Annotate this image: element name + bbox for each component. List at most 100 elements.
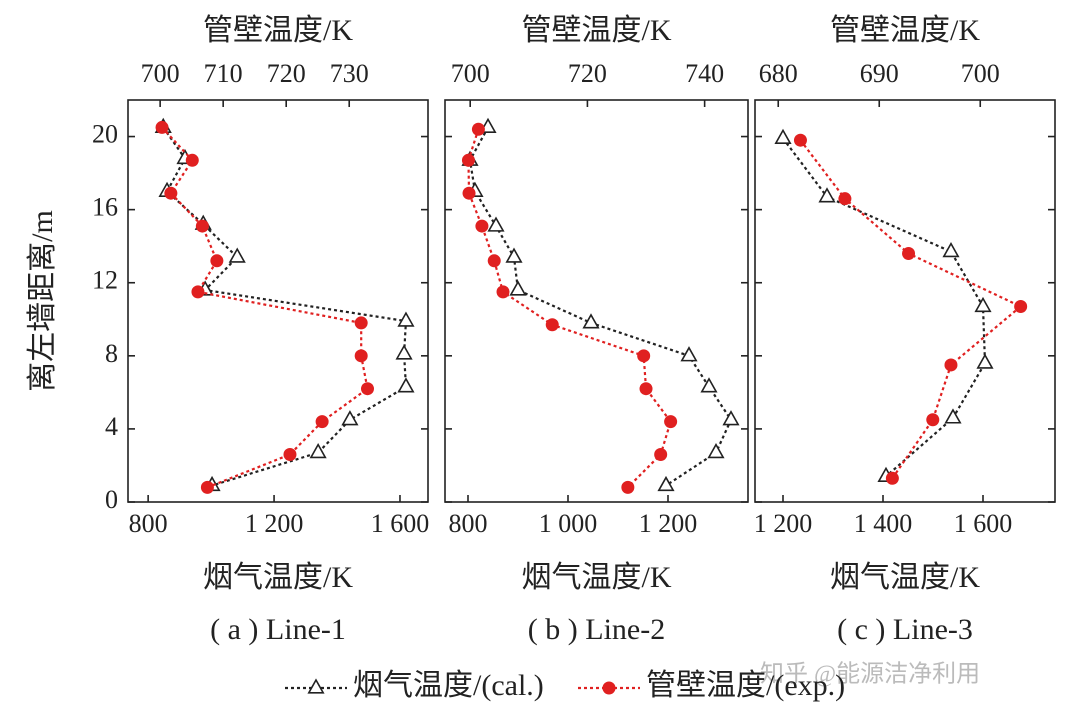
marker [774, 128, 792, 144]
marker [195, 219, 209, 233]
marker [722, 410, 740, 426]
panel-title: ( c ) Line-3 [837, 613, 973, 646]
marker [360, 382, 374, 396]
marker [885, 471, 899, 485]
series-line [161, 126, 369, 489]
marker [942, 242, 960, 258]
marker [944, 408, 962, 424]
x-tick-label: 1 200 [245, 509, 304, 538]
marker [462, 186, 476, 200]
y-tick-label: 4 [105, 412, 118, 441]
y-axis-title: 离左墙距离/m [26, 210, 59, 392]
marker [818, 187, 836, 203]
series-line [468, 126, 733, 487]
marker [461, 153, 475, 167]
watermark: 知乎 @能源洁净利用 [760, 661, 980, 688]
panel-title: ( a ) Line-1 [210, 613, 346, 646]
marker [902, 246, 916, 260]
y-tick-label: 12 [92, 266, 118, 295]
marker [1014, 299, 1028, 313]
y-tick-label: 0 [105, 485, 118, 514]
x2-tick-label: 700 [141, 59, 180, 88]
series-line [467, 128, 672, 489]
x-tick-label: 1 000 [539, 509, 598, 538]
marker [707, 443, 725, 459]
marker [155, 120, 169, 134]
marker [637, 349, 651, 363]
x-axis-title: 烟气温度/K [522, 561, 672, 594]
marker [976, 353, 994, 369]
legend-label: 管壁温度/(exp.) [646, 669, 845, 702]
marker [354, 316, 368, 330]
series-line [782, 137, 987, 478]
marker [283, 447, 297, 461]
plot-frame [127, 99, 429, 503]
marker [341, 410, 359, 426]
plot-frame [754, 99, 1056, 503]
x-axis-title: 烟气温度/K [830, 561, 980, 594]
x-tick-label: 800 [129, 509, 168, 538]
marker [228, 247, 246, 263]
marker [210, 254, 224, 268]
x2-tick-label: 680 [759, 59, 798, 88]
x-tick-label: 1 600 [954, 509, 1013, 538]
x-tick-label: 1 600 [371, 509, 430, 538]
x-tick-label: 1 400 [854, 509, 913, 538]
legend-marker [307, 678, 325, 694]
marker [496, 285, 510, 299]
x2-axis-title: 管壁温度/K [203, 14, 353, 47]
x2-tick-label: 720 [568, 59, 607, 88]
marker [315, 415, 329, 429]
y-tick-label: 8 [105, 339, 118, 368]
x2-tick-label: 740 [685, 59, 724, 88]
marker [487, 254, 501, 268]
marker [397, 377, 415, 393]
marker [200, 480, 214, 494]
marker [838, 192, 852, 206]
marker [397, 311, 415, 327]
marker [309, 443, 327, 459]
marker [545, 318, 559, 332]
x2-tick-label: 710 [204, 59, 243, 88]
marker [654, 447, 668, 461]
marker [475, 219, 489, 233]
marker [680, 346, 698, 362]
marker [700, 377, 718, 393]
x2-tick-label: 720 [267, 59, 306, 88]
x2-axis-title: 管壁温度/K [830, 14, 980, 47]
marker [395, 344, 413, 360]
y-tick-label: 20 [92, 120, 118, 149]
marker [639, 382, 653, 396]
x2-tick-label: 690 [860, 59, 899, 88]
marker [487, 216, 505, 232]
x-tick-label: 1 200 [754, 509, 813, 538]
marker [974, 296, 992, 313]
marker [505, 247, 523, 263]
marker [354, 349, 368, 363]
marker [664, 415, 678, 429]
marker [657, 475, 675, 492]
marker [509, 280, 527, 296]
legend-marker [602, 681, 616, 695]
marker [191, 285, 205, 299]
panel-title: ( b ) Line-2 [528, 613, 665, 646]
marker [582, 313, 600, 329]
marker [944, 358, 958, 372]
x2-tick-label: 730 [330, 59, 369, 88]
legend-label: 烟气温度/(cal.) [353, 669, 544, 702]
x2-tick-label: 700 [451, 59, 490, 88]
marker [926, 413, 940, 427]
marker [793, 133, 807, 147]
x-tick-label: 800 [449, 509, 488, 538]
marker [621, 480, 635, 494]
series-line [162, 126, 408, 487]
x2-axis-title: 管壁温度/K [522, 14, 672, 47]
x2-tick-label: 700 [961, 59, 1000, 88]
marker [185, 153, 199, 167]
marker [164, 186, 178, 200]
marker [471, 122, 485, 136]
y-tick-label: 16 [92, 193, 118, 222]
plot-frame [444, 99, 749, 503]
x-tick-label: 1 200 [639, 509, 698, 538]
